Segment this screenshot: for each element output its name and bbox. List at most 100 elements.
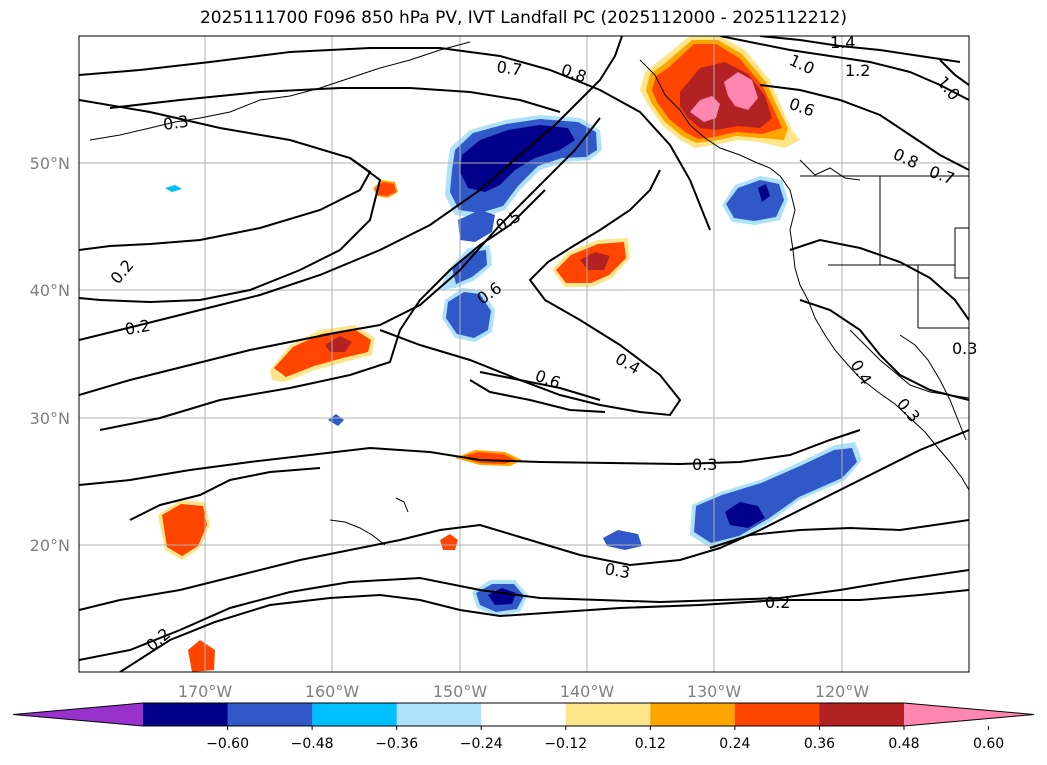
colorbar-tick-label: −0.12 bbox=[544, 736, 587, 752]
aleutian-chain bbox=[89, 41, 471, 141]
coast-baja bbox=[899, 334, 967, 441]
colorbar-outline bbox=[12, 702, 1035, 727]
contour-04-east bbox=[789, 238, 969, 321]
contour-label: 0.2 bbox=[107, 256, 138, 288]
contour-label: 0.8 bbox=[559, 60, 589, 87]
colorbar-tick-label: −0.60 bbox=[206, 736, 249, 752]
contour-06-loop bbox=[379, 169, 682, 417]
positive-spot-a-core bbox=[375, 182, 396, 196]
colorbar-tick-label: −0.48 bbox=[291, 736, 334, 752]
lon-tick-label: 150°W bbox=[433, 682, 488, 701]
colorbar-tick-label: 0.48 bbox=[888, 736, 919, 752]
colorbar-tick-label: 0.60 bbox=[973, 736, 1004, 752]
contour-08-east bbox=[759, 84, 969, 171]
contour-03-lower bbox=[79, 429, 969, 611]
colorbar-segment bbox=[396, 703, 482, 726]
colorbar-segment bbox=[227, 703, 313, 726]
lat-tick-label: 50°N bbox=[30, 154, 70, 173]
contour-02-a bbox=[79, 99, 382, 304]
positive-spot-c bbox=[440, 534, 458, 550]
hawaii-islands-b bbox=[395, 497, 409, 513]
contour-06-inner bbox=[469, 371, 606, 413]
contour-label: 0.3 bbox=[692, 455, 717, 474]
colorbar-tick-label: −0.24 bbox=[460, 736, 503, 752]
colorbar-segment bbox=[312, 703, 398, 726]
colorbar-segment bbox=[819, 703, 905, 726]
contour-02-lower bbox=[79, 569, 969, 661]
negative-spot-b bbox=[328, 414, 344, 426]
contour-03-south bbox=[79, 429, 861, 486]
map-frame bbox=[78, 35, 970, 673]
positive-anomaly-160w bbox=[270, 325, 375, 382]
contour-label: 0.4 bbox=[612, 349, 644, 378]
colorbar-segment bbox=[650, 703, 736, 726]
contour-02-lowest bbox=[119, 589, 969, 672]
positive-anomaly-140w bbox=[552, 238, 630, 287]
lon-tick-label: 120°W bbox=[815, 682, 870, 701]
colorbar-extend-high bbox=[904, 703, 1034, 726]
graticule bbox=[79, 36, 969, 672]
borders bbox=[800, 175, 969, 399]
positive-spot-d bbox=[188, 640, 215, 672]
hawaii-islands-a bbox=[329, 519, 386, 546]
contour-label: 0.3 bbox=[603, 559, 631, 582]
contour-02-south bbox=[129, 467, 321, 521]
contour-label: 0.2 bbox=[765, 593, 790, 612]
colorbar-segment bbox=[565, 703, 651, 726]
border-state-e bbox=[954, 227, 969, 279]
negative-anomaly-vancouver bbox=[722, 176, 788, 225]
contour-label: 0.2 bbox=[142, 624, 174, 655]
contour-label: 0.2 bbox=[123, 316, 151, 339]
coastlines bbox=[89, 41, 969, 546]
positive-anomaly-bc bbox=[640, 36, 800, 148]
contour-label: 0.7 bbox=[927, 162, 957, 189]
longitude-labels: 170°W 160°W 150°W 140°W 130°W 120°W bbox=[178, 682, 870, 701]
lon-tick-label: 170°W bbox=[178, 682, 233, 701]
lon-tick-label: 140°W bbox=[560, 682, 615, 701]
map-title: 2025111700 F096 850 hPa PV, IVT Landfall… bbox=[199, 8, 847, 28]
contour-label: 0.7 bbox=[495, 57, 523, 79]
contour-label: 0.3 bbox=[952, 339, 977, 358]
lat-tick-label: 40°N bbox=[30, 281, 70, 300]
colorbar-tick-label: −0.36 bbox=[375, 736, 418, 752]
west-coast-north-america bbox=[639, 59, 969, 491]
contour-label: 1.0 bbox=[786, 50, 817, 78]
contour-04-mid bbox=[99, 189, 546, 431]
lon-tick-label: 130°W bbox=[687, 682, 742, 701]
contour-label: 0.3 bbox=[162, 112, 190, 134]
colorbar-segment bbox=[481, 703, 567, 726]
lon-tick-label: 160°W bbox=[305, 682, 360, 701]
contour-05 bbox=[79, 36, 623, 341]
lat-tick-label: 20°N bbox=[30, 536, 70, 555]
contour-03-mid bbox=[79, 117, 601, 396]
contour-03-north bbox=[109, 87, 561, 113]
contour-south-east bbox=[709, 519, 969, 549]
colorbar-segment bbox=[143, 703, 229, 726]
contour-14 bbox=[759, 36, 961, 63]
contour-label: 0.3 bbox=[893, 394, 924, 426]
pv-shading bbox=[158, 36, 862, 672]
colorbar-segment bbox=[734, 703, 820, 726]
colorbar-tick-label: 0.12 bbox=[635, 736, 666, 752]
negative-anomaly-north bbox=[440, 115, 602, 342]
colorbar: −0.60 −0.48 −0.36 −0.24 −0.12 0.12 0.24 0.36 0.4… bbox=[12, 702, 1035, 752]
negative-anomaly-southeast bbox=[690, 442, 862, 548]
contour-07-north bbox=[79, 47, 711, 231]
colorbar-tick-label: 0.24 bbox=[719, 736, 750, 752]
contour-03-east bbox=[799, 299, 969, 401]
contour-label: 0.4 bbox=[847, 357, 876, 389]
contour-label: 0.8 bbox=[890, 144, 921, 172]
positive-anomaly-170w-core bbox=[162, 504, 207, 556]
latitude-labels: 50°N 40°N 30°N 20°N bbox=[30, 154, 70, 555]
pv-contours bbox=[79, 36, 969, 672]
contour-10-a bbox=[719, 36, 969, 101]
negative-spot-a bbox=[165, 185, 182, 192]
contour-label: 1.4 bbox=[830, 33, 855, 52]
negative-spot-c bbox=[603, 530, 642, 550]
contour-label: 0.6 bbox=[787, 94, 817, 121]
colorbar-extend-low bbox=[13, 703, 143, 726]
coast-detail-a bbox=[799, 159, 861, 181]
lat-tick-label: 30°N bbox=[30, 409, 70, 428]
colorbar-tick-label: 0.36 bbox=[804, 736, 835, 752]
